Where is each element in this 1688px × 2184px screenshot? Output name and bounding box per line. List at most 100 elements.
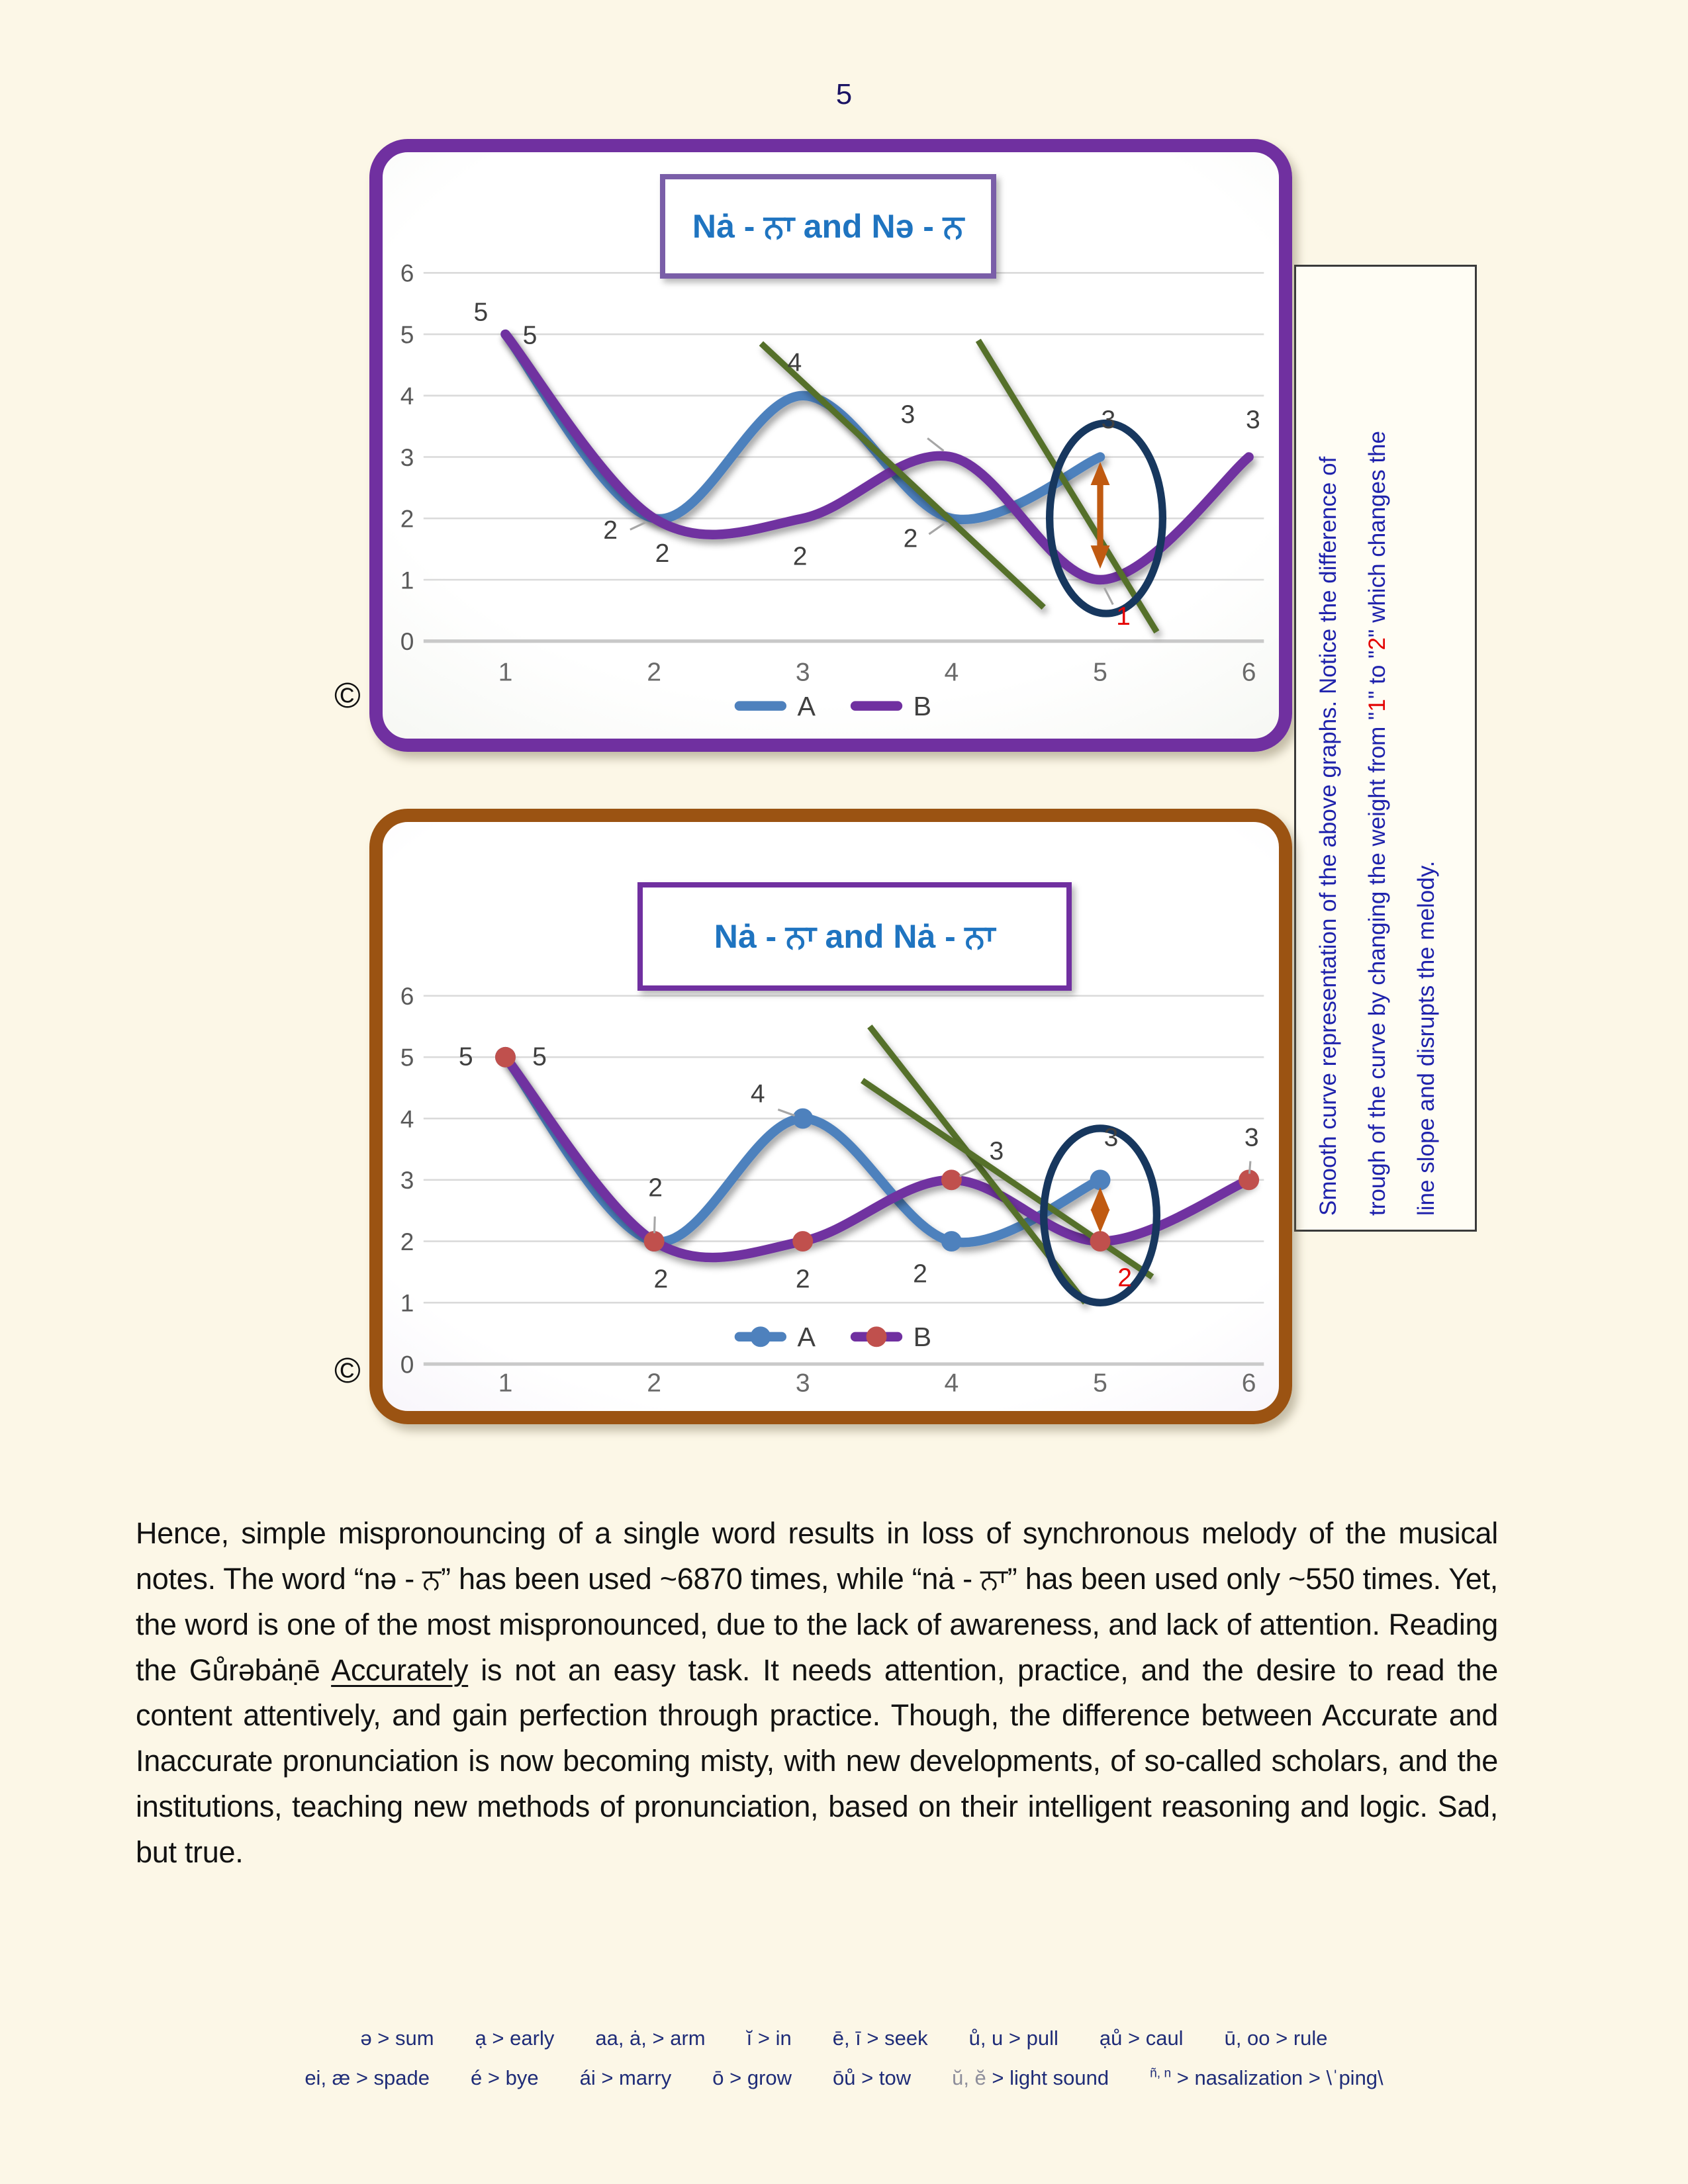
data-label: 2 <box>655 539 670 568</box>
delta-arrow-head <box>1090 1187 1110 1210</box>
series-marker-B <box>495 1046 516 1068</box>
x-axis-label: 3 <box>796 659 810 687</box>
series-marker-A <box>1090 1169 1111 1191</box>
x-axis-label: 4 <box>944 1369 959 1397</box>
guide-item: ōů > tow <box>833 2066 911 2090</box>
label-leader <box>1103 587 1114 606</box>
guide-item: ạ > early <box>475 2026 555 2050</box>
text-segment: > nasalization > \ˈping\ <box>1171 2066 1383 2089</box>
chart-bottom-title-box: Nȧ - ਨਾ and Nȧ - ਨਾ <box>637 882 1072 991</box>
text-segment: ō > grow <box>712 2066 792 2089</box>
x-axis-label: 4 <box>944 659 959 687</box>
data-label: 4 <box>751 1079 765 1108</box>
text-segment: ĭ > in <box>746 2026 792 2050</box>
guide-item: ñ, n > nasalization > \ˈping\ <box>1150 2066 1383 2090</box>
side-note-line: Smooth curve representation of the above… <box>1304 276 1353 1216</box>
y-axis-label: 4 <box>400 1105 414 1132</box>
legend-marker <box>750 1326 771 1347</box>
text-segment: 1 <box>1364 699 1390 712</box>
x-axis-label: 6 <box>1242 1369 1256 1397</box>
guide-item: ŭ, ĕ > light sound <box>952 2066 1109 2090</box>
x-axis-label: 2 <box>647 659 661 687</box>
text-segment: trough of the curve by changing the weig… <box>1364 711 1390 1216</box>
side-note-line: trough of the curve by changing the weig… <box>1353 276 1402 1216</box>
series-marker-B <box>941 1169 962 1191</box>
text-segment: ái > marry <box>579 2066 672 2089</box>
text-segment: " which changes the <box>1364 431 1390 638</box>
text-segment: ñ, n <box>1150 2066 1172 2081</box>
data-label: 5 <box>473 298 488 326</box>
label-leader <box>653 1216 656 1234</box>
legend-swatch <box>850 701 903 711</box>
data-label: 5 <box>532 1043 547 1071</box>
x-axis-label: 1 <box>498 659 513 687</box>
body-paragraph: Hence, simple mispronouncing of a single… <box>136 1511 1498 1876</box>
y-axis-label: 3 <box>400 1166 414 1194</box>
guide-item: ei, æ > spade <box>305 2066 430 2090</box>
pronunciation-guide-row: ə > sum ạ > early aa, ȧ, > arm ĭ > in ē, ī >… <box>0 2026 1688 2050</box>
guide-item: é > bye <box>471 2066 539 2090</box>
legend-label: B <box>914 691 931 721</box>
trend-line <box>759 341 1046 610</box>
legend-marker <box>866 1326 887 1347</box>
y-axis-label: 4 <box>400 382 414 410</box>
copyright-mark-top: © <box>334 676 361 715</box>
text-segment: ŭ, ĕ <box>952 2066 986 2089</box>
data-label: 2 <box>793 542 808 570</box>
series-marker-B <box>1239 1169 1260 1191</box>
label-leader <box>959 1167 977 1177</box>
side-note-box <box>1294 265 1477 1232</box>
data-label: 3 <box>1244 1123 1259 1152</box>
data-label: 3 <box>1246 406 1260 434</box>
series-marker-B <box>643 1231 665 1252</box>
chart-top-weight-1: 0 1 2 3 4 5 6 1 2 3 4 5 6 5 2 4 2 3 5 2 2 3 1 3 A B Nȧ - ਨਾ and N… <box>369 139 1292 752</box>
highlight-ellipse <box>1045 419 1167 617</box>
text-segment: " to " <box>1364 650 1390 700</box>
chart-bottom-title: Nȧ - ਨਾ and Nȧ - ਨਾ <box>714 917 996 955</box>
guide-item: ů, u > pull <box>969 2026 1058 2050</box>
legend-label: B <box>914 1322 931 1352</box>
page-number: 5 <box>835 78 853 111</box>
text-segment: ů, u > pull <box>968 2026 1058 2050</box>
series-marker-B <box>792 1231 814 1252</box>
text-segment: ạů > caul <box>1099 2026 1184 2050</box>
data-label: 4 <box>787 349 802 377</box>
y-axis-label: 3 <box>400 443 414 471</box>
data-label: 3 <box>1101 406 1115 434</box>
text-segment: ei, æ > spade <box>305 2066 430 2089</box>
data-label: 2 <box>1117 1264 1132 1293</box>
data-label: 2 <box>913 1259 927 1288</box>
series-marker-A <box>792 1108 814 1129</box>
x-axis-label: 5 <box>1093 1369 1107 1397</box>
chart-top-title: Nȧ - ਨਾ and Nə - ਨ <box>692 207 964 245</box>
data-label: 1 <box>1116 602 1131 631</box>
y-axis-label: 1 <box>400 566 414 594</box>
y-axis-label: 5 <box>400 320 414 348</box>
text-segment: is not an easy task. It needs attention,… <box>136 1653 1498 1869</box>
text-segment: aa, ȧ, > arm <box>595 2026 706 2050</box>
data-label: 2 <box>904 525 918 553</box>
text-segment: Smooth curve representation of the above… <box>1315 456 1341 1216</box>
guide-item: ō > grow <box>712 2066 792 2090</box>
pronunciation-guide: ə > sum ạ > early aa, ȧ, > arm ĭ > in ē, ī >… <box>0 2026 1688 2106</box>
legend-label: A <box>798 1322 816 1352</box>
label-leader <box>630 521 647 531</box>
data-label: 5 <box>523 321 538 349</box>
text-segment: ə > sum <box>360 2026 434 2050</box>
delta-arrow-head <box>1090 545 1110 569</box>
text-segment: é > bye <box>471 2066 539 2089</box>
legend-swatch <box>734 701 787 711</box>
guide-item: ạů > caul <box>1100 2026 1184 2050</box>
text-segment: ū, oo > rule <box>1224 2026 1328 2050</box>
chart-bottom-weight-2: 0 1 2 3 4 5 6 1 2 3 4 5 6 5 2 4 2 3 5 2 2 3 2 3 A B Nȧ - ਨਾ and N… <box>369 809 1292 1424</box>
text-segment: > light sound <box>986 2066 1109 2089</box>
x-axis-label: 3 <box>796 1369 810 1397</box>
text-segment: ōů > tow <box>833 2066 912 2089</box>
delta-arrow-head <box>1090 1209 1110 1233</box>
data-label: 3 <box>901 400 915 429</box>
guide-item: ū, oo > rule <box>1225 2026 1328 2050</box>
data-label: 2 <box>648 1174 663 1203</box>
series-marker-A <box>941 1231 962 1252</box>
side-note-text: Smooth curve representation of the above… <box>1304 276 1463 1216</box>
y-axis-label: 5 <box>400 1044 414 1071</box>
